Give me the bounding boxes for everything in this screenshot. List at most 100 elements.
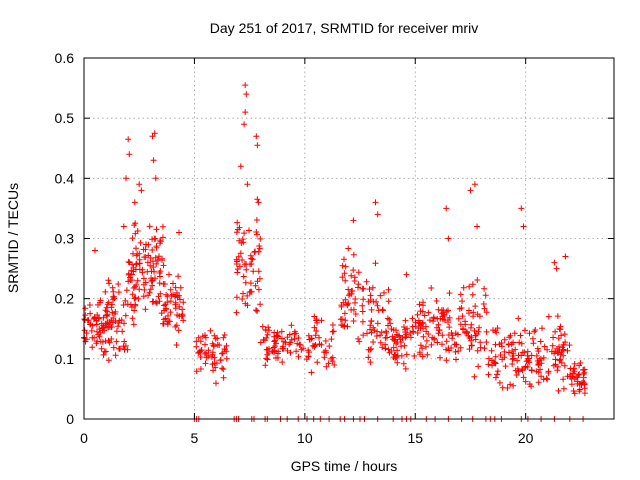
data-point — [453, 356, 459, 363]
data-point — [125, 136, 132, 143]
data-point — [345, 292, 352, 299]
data-point — [519, 349, 526, 356]
data-point — [193, 343, 200, 350]
data-point — [550, 334, 557, 341]
data-point — [87, 310, 94, 317]
data-point — [485, 355, 492, 362]
y-tick-label: 0.1 — [55, 351, 75, 367]
data-point — [419, 319, 426, 326]
data-point — [243, 91, 250, 98]
data-point — [132, 266, 139, 273]
data-point — [110, 344, 117, 351]
data-point — [256, 243, 263, 249]
data-point — [259, 323, 266, 330]
data-point — [86, 302, 93, 308]
data-point — [99, 338, 106, 345]
data-point — [407, 330, 414, 336]
data-point — [476, 313, 483, 320]
data-point — [494, 368, 501, 375]
data-point — [306, 336, 313, 343]
data-point — [210, 343, 217, 350]
data-point — [123, 175, 129, 182]
chart-title: Day 251 of 2017, SRMTID for receiver mri… — [210, 20, 478, 36]
data-point — [150, 258, 156, 265]
data-point — [280, 338, 287, 345]
data-point — [286, 331, 293, 338]
data-point — [172, 284, 179, 291]
data-point — [561, 331, 568, 338]
data-point — [108, 336, 115, 342]
data-point — [157, 290, 164, 297]
data-point — [223, 342, 230, 349]
data-point — [402, 317, 409, 324]
data-point — [338, 302, 345, 309]
data-point — [543, 375, 550, 382]
data-point — [557, 356, 564, 363]
data-point — [133, 261, 139, 268]
data-point — [386, 316, 393, 323]
data-point — [167, 298, 174, 305]
data-point — [149, 282, 156, 289]
data-point — [273, 354, 279, 361]
data-point — [262, 362, 269, 369]
data-point — [119, 328, 126, 335]
data-point — [132, 302, 139, 309]
data-point — [233, 256, 240, 263]
data-point — [507, 332, 514, 339]
data-point — [558, 349, 565, 355]
x-tick-label: 15 — [407, 430, 423, 446]
data-point — [273, 340, 280, 347]
data-point — [244, 292, 251, 299]
data-point — [410, 328, 417, 335]
data-point — [360, 296, 367, 303]
data-point — [160, 281, 167, 287]
data-point — [477, 344, 484, 351]
data-point — [394, 347, 401, 354]
data-point — [137, 239, 144, 246]
data-point — [414, 330, 421, 336]
data-point — [330, 328, 337, 335]
data-point — [359, 302, 366, 309]
data-point — [466, 335, 473, 341]
data-point — [368, 306, 375, 313]
data-point — [477, 339, 484, 346]
data-point — [174, 312, 181, 318]
data-point — [470, 309, 477, 316]
data-point — [280, 345, 287, 352]
data-point — [576, 386, 583, 393]
data-point — [295, 353, 302, 360]
data-point — [341, 310, 348, 317]
y-tick-label: 0.6 — [55, 50, 75, 66]
data-point — [359, 308, 366, 315]
data-point — [499, 384, 506, 391]
data-point — [153, 243, 160, 250]
data-point — [213, 360, 220, 367]
data-point — [507, 381, 514, 388]
data-point — [298, 346, 305, 353]
data-point — [524, 363, 531, 370]
data-point — [180, 299, 187, 306]
data-point — [467, 187, 474, 194]
data-point — [455, 348, 462, 355]
data-point — [240, 239, 247, 246]
data-point — [109, 284, 116, 291]
data-point — [130, 321, 137, 328]
data-point — [570, 388, 577, 394]
data-point — [160, 320, 167, 327]
data-point — [471, 181, 478, 188]
y-tick-label: 0.5 — [55, 110, 75, 126]
data-point — [150, 264, 157, 271]
data-point — [566, 342, 573, 349]
data-point — [234, 219, 241, 226]
data-point — [220, 334, 227, 341]
data-point — [515, 315, 522, 322]
data-point — [382, 341, 389, 348]
data-point — [105, 357, 112, 364]
data-point — [356, 338, 363, 345]
data-point — [249, 256, 256, 263]
data-point — [468, 342, 475, 349]
data-point — [237, 163, 244, 170]
data-point — [134, 251, 141, 258]
data-point — [401, 324, 407, 330]
x-axis-label: GPS time / hours — [291, 458, 398, 474]
